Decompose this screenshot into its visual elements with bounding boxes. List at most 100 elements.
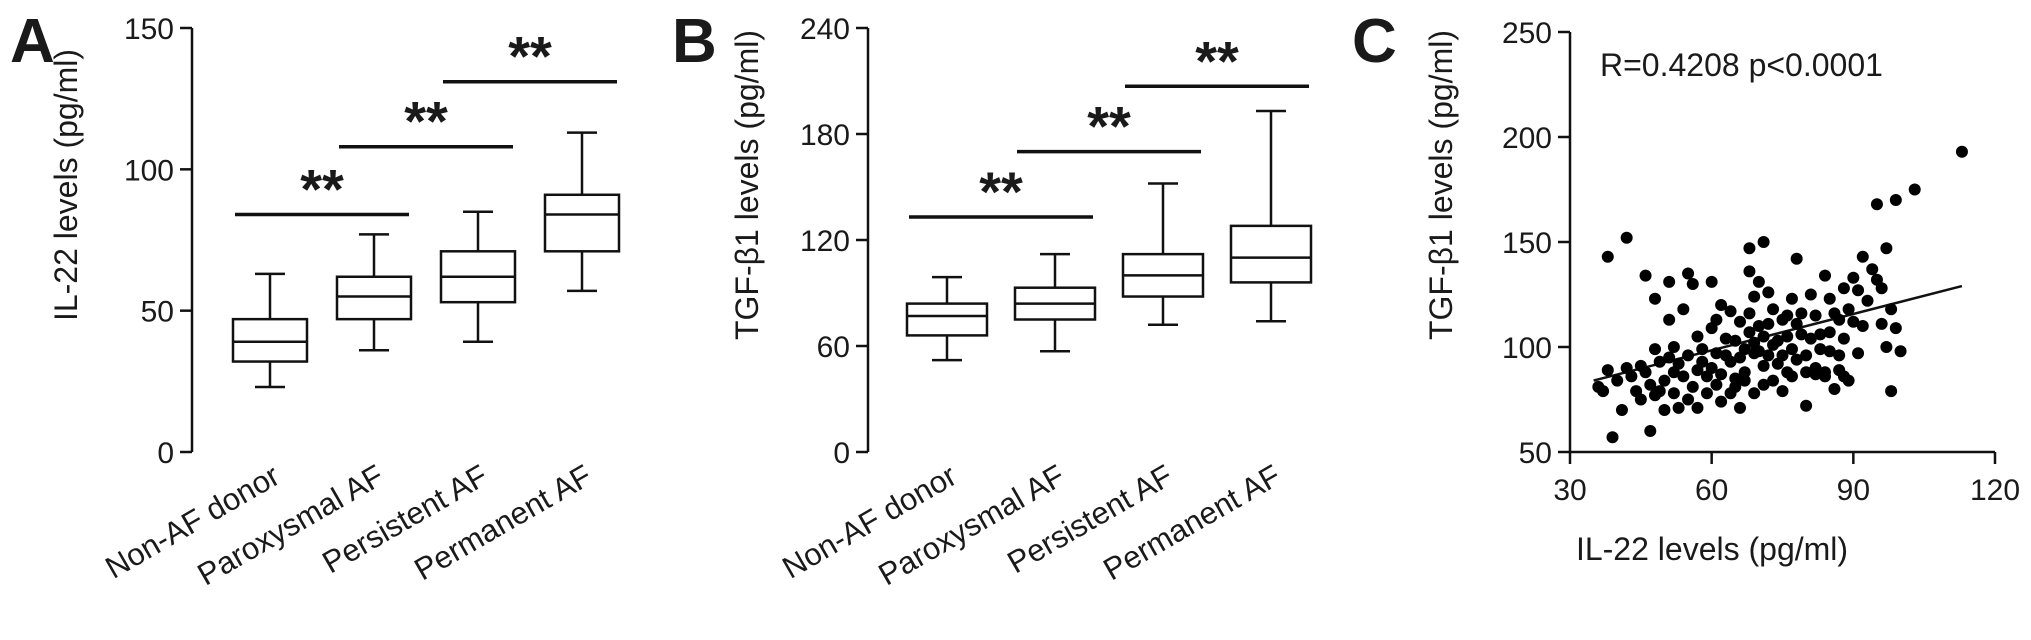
panel-c-scatter-point (1908, 183, 1921, 196)
panel-b-significance-label-2: ** (1087, 95, 1131, 158)
panel-a-box-2 (335, 275, 413, 321)
panel-c-scatter-point (1785, 370, 1798, 383)
panel-c-scatter-point (1814, 328, 1827, 341)
panel-a-y-tick-label: 0 (157, 437, 174, 470)
panel-c-scatter-point (1743, 307, 1756, 320)
panel-b-y-axis-title: TGF-β1 levels (pg/ml) (729, 30, 765, 340)
panel-c-scatter-point (1790, 353, 1803, 366)
panel-c-scatter-point (1757, 359, 1770, 372)
panel-a: A IL-22 levels (pg/ml) 0 50 100 150 Non-AF d… (10, 7, 621, 592)
panel-c-scatter-point (1800, 399, 1813, 412)
panel-c-scatter-point (1847, 315, 1860, 328)
panel-a-significance-label-3: ** (508, 25, 552, 88)
panel-c-scatter-point (1856, 250, 1869, 263)
panel-c-scatter-point (1748, 290, 1761, 303)
panel-c-scatter-point (1682, 267, 1695, 280)
panel-c-scatter-point (1875, 317, 1888, 330)
panel-c-scatter-point (1705, 275, 1718, 288)
panel-b-y-tick-label: 0 (833, 437, 850, 470)
panel-c-scatter-point (1757, 330, 1770, 343)
panel-c-scatter-point (1663, 313, 1676, 326)
panel-c-scatter-point (1748, 387, 1761, 400)
panel-c-scatter-point (1833, 313, 1846, 326)
panel-c-x-tick-label: 30 (1553, 474, 1586, 507)
panel-c-scatter-point (1781, 309, 1794, 322)
panel-c-scatter-point (1894, 345, 1907, 358)
panel-c-scatter-point (1724, 355, 1737, 368)
panel-c-scatter-point (1885, 385, 1898, 398)
panel-c-scatter-point (1837, 282, 1850, 295)
panel-c-scatter-point (1814, 343, 1827, 356)
panel-c-scatter-point (1663, 351, 1676, 364)
panel-c-scatter-point (1870, 198, 1883, 211)
panel-c-scatter-point (1885, 303, 1898, 316)
panel-c-y-axis-title: TGF-β1 levels (pg/ml) (1423, 30, 1459, 340)
panel-c-scatter-point (1819, 269, 1831, 282)
panel-a-y-tick-label: 50 (141, 296, 174, 329)
panel-a-box-1 (231, 317, 309, 363)
panel-c-scatter-point (1719, 332, 1732, 345)
panel-c-scatter-point (1738, 374, 1751, 387)
panel-c-scatter-point (1875, 282, 1888, 295)
panel-c-scatter-point (1734, 315, 1746, 328)
panel-c-scatter-point (1800, 366, 1813, 379)
panel-c-scatter-point (1677, 370, 1690, 383)
panel-c-scatter-point (1852, 284, 1865, 297)
panel-c-scatter-point (1634, 393, 1647, 406)
panel-c-scatter-point (1724, 305, 1737, 318)
panel-c-scatter-point (1700, 387, 1713, 400)
panel-c-scatter-point (1842, 374, 1855, 387)
panel-c-scatter-point (1639, 366, 1652, 379)
panel-c-scatter-point (1597, 385, 1610, 398)
panel-c-scatter-point (1804, 332, 1817, 345)
panel-c-scatter-point (1615, 404, 1628, 416)
panel-c-y-tick-label: 200 (1502, 122, 1552, 155)
panel-a-y-tick-label: 100 (124, 154, 174, 187)
panel-c-scatter-point (1691, 330, 1704, 343)
panel-c-scatter-point (1795, 328, 1808, 341)
panel-c-scatter-point (1653, 355, 1666, 368)
panel-c-scatter-point (1752, 320, 1765, 332)
panel-c-scatter-point (1743, 265, 1756, 278)
panel-c-scatter-point (1691, 401, 1704, 414)
panel-c-scatter-point (1682, 349, 1695, 362)
panel-c-scatter-point (1866, 263, 1879, 276)
panel-c-scatter-point (1653, 385, 1666, 398)
panel-c-scatter-point (1658, 404, 1671, 416)
panel-c-scatter-point (1847, 271, 1860, 284)
panel-c-scatter-point (1790, 317, 1803, 330)
panel-b-y-tick-label: 120 (800, 225, 850, 258)
panel-c-scatter-point (1833, 349, 1846, 362)
panel-c-scatter-point (1658, 374, 1671, 387)
panel-a-significance-label-1: ** (300, 158, 344, 221)
panel-c-scatter-point (1715, 299, 1728, 311)
panel-c-scatter-point (1620, 231, 1633, 244)
panel-a-y-axis-title: IL-22 levels (pg/ml) (48, 49, 84, 321)
panel-c-scatter-point (1776, 385, 1789, 398)
panel-c-scatter-point (1804, 288, 1817, 301)
panel-c-scatter-point (1649, 292, 1661, 305)
panel-b-significance-label-3: ** (1195, 29, 1239, 92)
panel-c-scatter-point (1955, 145, 1968, 158)
panel-a-letter: A (10, 7, 55, 76)
panel-c-scatter-point (1710, 378, 1723, 391)
panel-c-scatter-point (1771, 334, 1784, 347)
panel-c-y-tick-label: 150 (1502, 227, 1552, 260)
panel-c-y-tick-label: 100 (1502, 332, 1552, 365)
panel-c-scatter-point (1823, 326, 1836, 339)
panel-c-scatter-point (1625, 370, 1638, 383)
panel-a-y-tick-label: 150 (124, 13, 174, 46)
panel-c-scatter-point (1819, 366, 1831, 379)
panel-c-scatter-point (1762, 349, 1775, 362)
panel-c-scatter-point (1880, 341, 1893, 353)
panel-c-y-tick-label: 250 (1502, 17, 1552, 50)
panel-c-scatter-point (1828, 383, 1841, 395)
panel-c-scatter-point (1696, 343, 1709, 356)
panel-c-correlation-annotation: R=0.4208 p<0.0001 (1600, 47, 1883, 83)
panel-c: C TGF-β1 levels (pg/ml) IL-22 levels (pg… (1352, 7, 2020, 567)
panel-c-scatter-point (1837, 332, 1850, 345)
panel-c-scatter-point (1743, 242, 1756, 255)
panel-b-y-tick-label: 180 (800, 119, 850, 152)
